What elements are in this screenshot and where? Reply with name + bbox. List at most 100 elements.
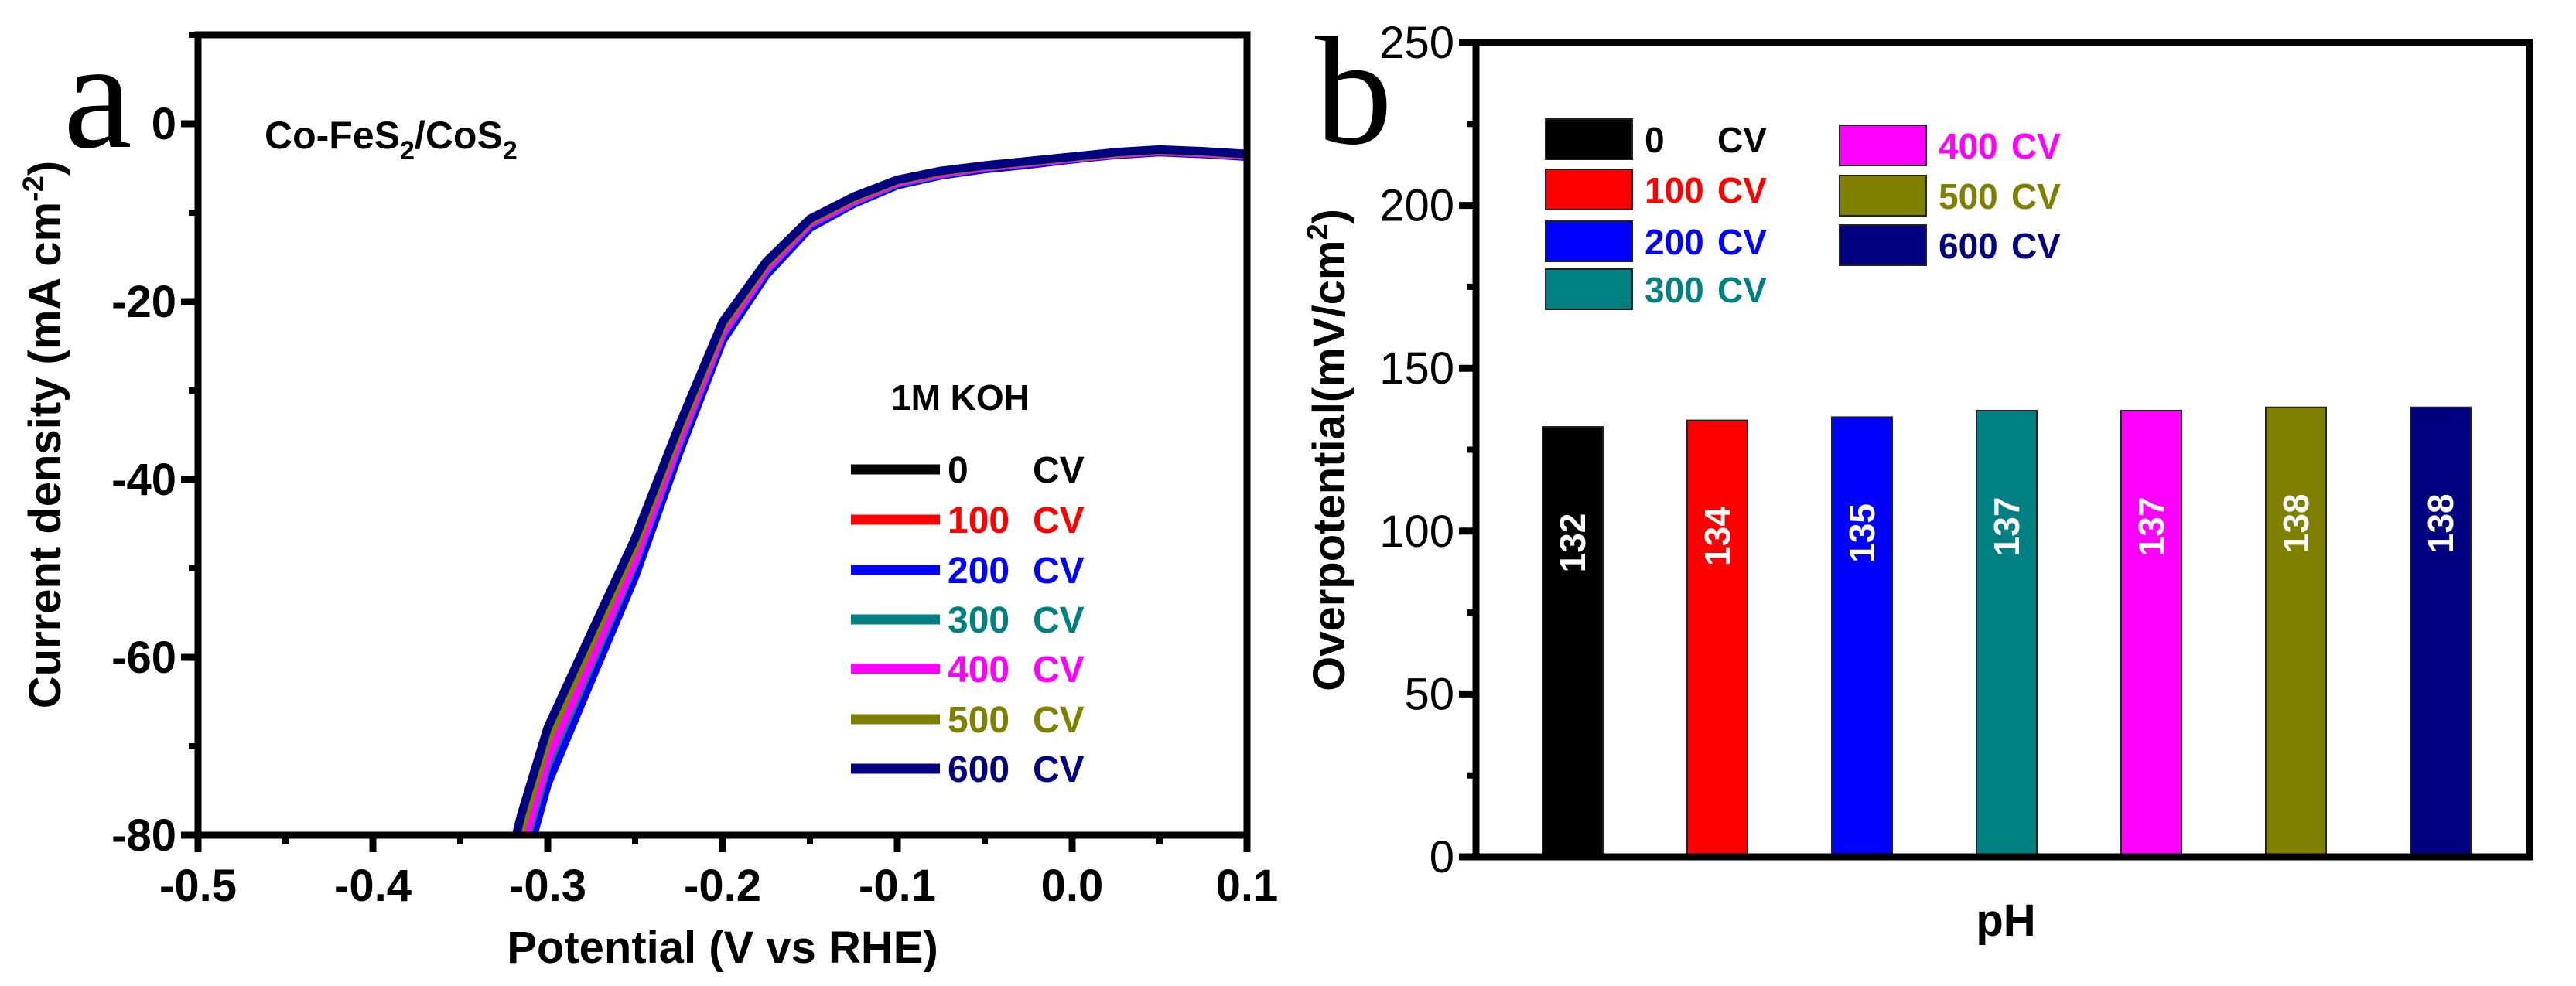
series-line-2 [528, 148, 1247, 835]
x-tick-label: -0.5 [159, 861, 237, 911]
legend-label-unit: CV [2011, 176, 2061, 217]
legend-label-num: 0 [1645, 120, 1665, 160]
legend-item-2: 200 CV [1545, 220, 1767, 262]
legend-label-num: 500 [948, 700, 1010, 741]
panel-a-label: a [63, 10, 132, 181]
y-axis-title-a: Current density (mA cm-2) [18, 161, 70, 708]
legend-item-5: 500 CV [851, 700, 1085, 741]
panel-b-label: b [1315, 6, 1392, 177]
bar-6 [2410, 406, 2472, 858]
x-tick-label: 0.1 [1216, 861, 1279, 911]
bar-group-4: 137 [2120, 409, 2182, 858]
legend-label-unit: CV [1033, 749, 1085, 790]
curves [511, 145, 1247, 835]
legend-item-2: 200 CV [851, 551, 1085, 592]
legend-item-5: 500 CV [1839, 175, 2061, 217]
legend-label-num: 100 [948, 500, 1010, 541]
legend-item-6: 600 CV [851, 749, 1085, 790]
legend-label-num: 100 [1645, 170, 1704, 210]
legend-title: 1M KOH [891, 377, 1030, 418]
bar-2 [1831, 416, 1893, 858]
bar-group-5: 138 [2265, 406, 2327, 858]
legend-label-unit: CV [1033, 700, 1085, 741]
legend-swatch [1839, 224, 1927, 266]
legend-item-0: 0 CV [1545, 118, 1767, 160]
legend-item-3: 300 CV [1545, 268, 1767, 310]
legend-label-num: 300 [1645, 270, 1704, 310]
panel-a-lsv-chart: a Co-FeS2/CoS2 -0.5 -0.4 -0.3 -0.2 -0.1 0.0 0.… [18, 10, 1278, 973]
bar-5 [2265, 406, 2327, 858]
legend-item-6: 600 CV [1839, 224, 2061, 266]
series-line-6 [511, 145, 1247, 835]
legend-label-num: 600 [948, 749, 1010, 790]
legend-swatch [1545, 118, 1633, 160]
series-line-0 [517, 146, 1247, 835]
bar-group-6: 138 [2410, 406, 2472, 858]
panel-b-bar-chart: b 132 134 135 137 137 138 138 050100150200250 … [1302, 6, 2533, 946]
bar-value-label: 132 [1553, 513, 1593, 573]
y-tick-label: -40 [111, 455, 176, 505]
legend-label-num: 500 [1939, 176, 1998, 217]
legend-label-num: 600 [1939, 226, 1998, 266]
bar-value-label: 137 [1987, 497, 2027, 557]
legend-label-unit: CV [2011, 226, 2061, 266]
legend-a: 0 CV 100 CV 200 CV 300 CV 400 CV 500 CV 600 CV [851, 450, 1085, 790]
legend-swatch [1839, 125, 1927, 166]
y-tick-label: -60 [111, 633, 176, 683]
legend-label-unit: CV [1033, 450, 1085, 491]
legend-label-unit: CV [2011, 126, 2061, 166]
legend-item-4: 400 CV [851, 650, 1085, 691]
bar-0 [1542, 426, 1604, 858]
legend-item-4: 400 CV [1839, 125, 2061, 166]
x-tick-label: -0.2 [684, 861, 761, 911]
legend-b: 0 CV 100 CV 200 CV 300 CV 400 CV 500 CV 600 CV [1545, 118, 2061, 310]
x-tick-label: -0.1 [859, 861, 936, 911]
y-tick-label: 50 [1404, 669, 1454, 719]
legend-label-num: 400 [1939, 126, 1998, 166]
bar-group-0: 132 [1542, 426, 1604, 858]
axes-ticks-a: -0.5 -0.4 -0.3 -0.2 -0.1 0.0 0.1 0 -20 -40 -60 -80 [111, 32, 1279, 911]
legend-label-unit: CV [1717, 170, 1767, 210]
legend-label-unit: CV [1033, 500, 1085, 541]
legend-swatch [1545, 220, 1633, 262]
bar-1 [1686, 419, 1748, 858]
bar-value-label: 137 [2131, 497, 2171, 557]
bar-group-1: 134 [1686, 419, 1748, 858]
legend-label-unit: CV [1033, 650, 1085, 691]
y-tick-label: 0 [152, 99, 176, 149]
legend-item-1: 100 CV [1545, 169, 1767, 210]
x-tick-label: -0.3 [509, 861, 586, 911]
legend-swatch [1839, 175, 1927, 217]
legend-label-unit: CV [1717, 120, 1767, 160]
legend-label-unit: CV [1717, 270, 1767, 310]
y-tick-label: 0 [1430, 832, 1454, 882]
legend-swatch [1545, 169, 1633, 210]
x-axis-title-a: Potential (V vs RHE) [507, 923, 938, 973]
y-tick-label: -80 [111, 810, 176, 861]
y-tick-label: 250 [1379, 18, 1454, 68]
bar-value-label: 134 [1697, 507, 1737, 566]
x-tick-label: -0.4 [334, 861, 412, 911]
axes-ticks-b: 0 50 100 150 200 250 [1379, 18, 1476, 882]
y-tick-label: -20 [111, 277, 176, 327]
legend-item-0: 0 CV [851, 450, 1085, 491]
series-line-5 [515, 146, 1247, 835]
legend-label-num: 200 [1645, 222, 1704, 262]
x-tick-label: 0.0 [1041, 861, 1104, 911]
y-tick-label: 150 [1379, 343, 1454, 394]
legend-label-num: 400 [948, 650, 1010, 691]
legend-label-unit: CV [1717, 222, 1767, 262]
legend-label-num: 300 [948, 600, 1010, 641]
sample-annotation: Co-FeS2/CoS2 [265, 114, 518, 165]
legend-label-unit: CV [1033, 600, 1085, 641]
legend-label-num: 200 [948, 551, 1010, 592]
bar-value-label: 138 [2276, 493, 2316, 553]
legend-item-3: 300 CV [851, 600, 1085, 641]
bar-group-3: 137 [1976, 409, 2038, 858]
x-axis-title-b: pH [1976, 896, 2035, 946]
legend-item-1: 100 CV [851, 500, 1085, 541]
y-tick-label: 100 [1379, 507, 1454, 557]
bar-group-2: 135 [1831, 416, 1893, 858]
bar-value-label: 138 [2421, 493, 2461, 553]
